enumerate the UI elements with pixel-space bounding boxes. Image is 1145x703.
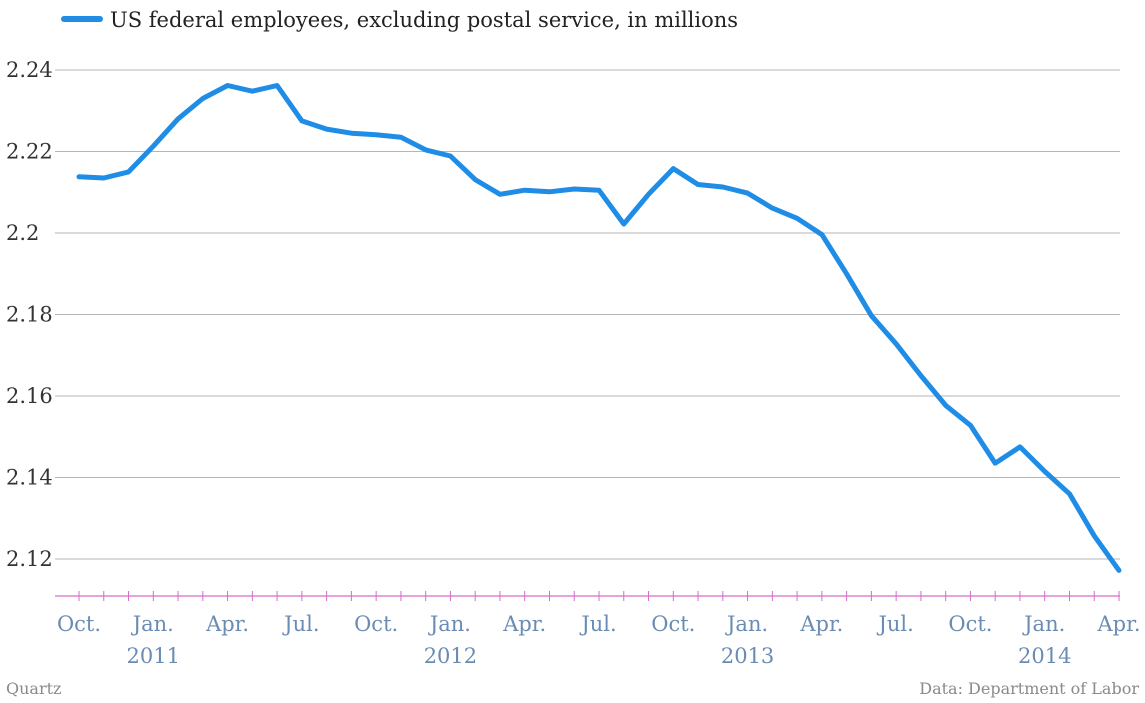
x-year-label: 2011 [127,644,180,668]
x-axis: Oct. Jan. Apr. Jul. Oct. Jan. Apr. Jul. Oct. Jan.… [55,591,1141,668]
y-axis: 2.24 2.22 2.2 2.18 2.16 2.14 2.12 [6,58,53,571]
series [76,83,1122,573]
y-tick-label: 2.14 [6,466,53,490]
x-tick-label: Apr. [502,612,546,636]
y-tick-label: 2.12 [6,547,53,571]
x-tick-label: Apr. [799,612,843,636]
credit-label: Quartz [6,679,61,698]
series-line [76,83,1122,573]
x-tick-label: Oct. [651,612,695,636]
legend-label: US federal employees, excluding postal s… [110,8,738,32]
x-year-label: 2013 [721,644,774,668]
x-tick-label: Oct. [948,612,992,636]
y-tick-label: 2.22 [6,140,53,164]
x-tick-label: Apr. [205,612,249,636]
x-tick-label: Oct. [57,612,101,636]
x-tick-label: Oct. [354,612,398,636]
y-tick-label: 2.18 [6,303,53,327]
y-tick-label: 2.2 [6,221,39,245]
y-tick-label: 2.24 [6,58,53,82]
x-year-label: 2014 [1018,644,1071,668]
source-label: Data: Department of Labor [919,679,1139,698]
x-tick-label: Apr. [1096,612,1140,636]
gridlines [55,69,1120,560]
x-tick-label: Jan. [428,612,471,636]
x-year-label: 2012 [424,644,477,668]
legend: US federal employees, excluding postal s… [61,8,738,32]
x-tick-label: Jul. [282,612,319,636]
x-tick-label: Jul. [579,612,616,636]
x-tick-label: Jan. [725,612,768,636]
y-tick-label: 2.16 [6,384,53,408]
x-tick-label: Jan. [1022,612,1065,636]
x-tick-label: Jul. [876,612,913,636]
x-tick-label: Jan. [131,612,174,636]
